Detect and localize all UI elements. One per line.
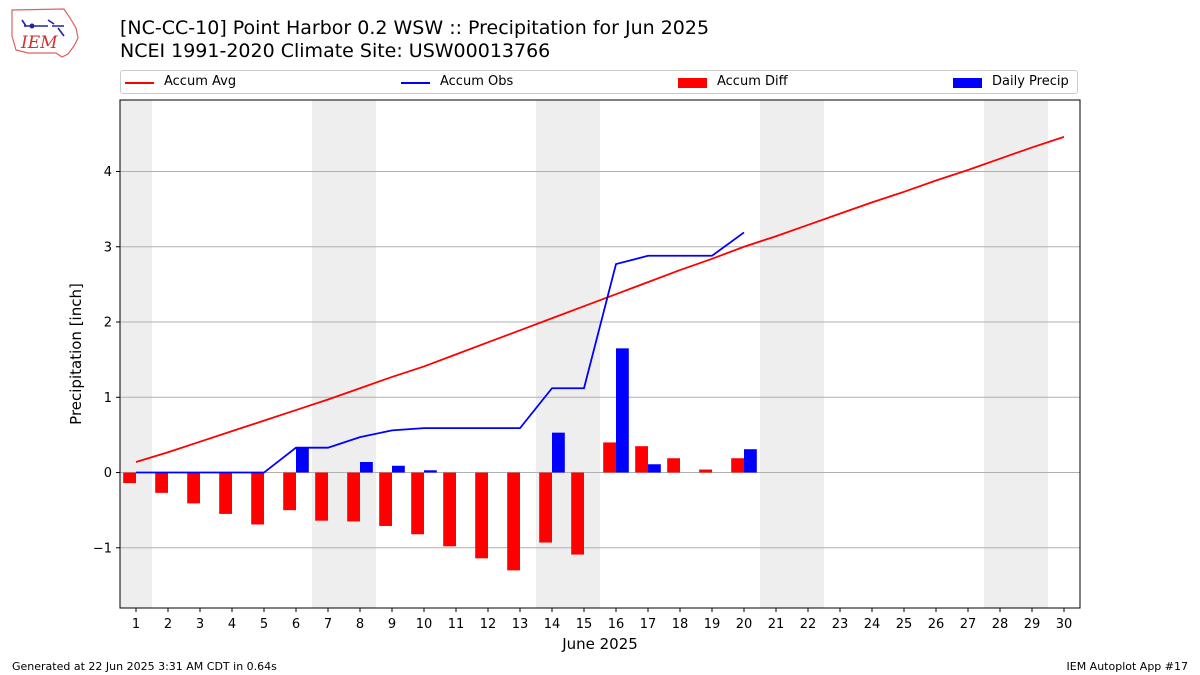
x-tick-label: 30	[1056, 617, 1073, 632]
x-tick-label: 22	[800, 617, 817, 632]
weekend-shade	[312, 100, 344, 608]
x-tick-label: 12	[480, 617, 497, 632]
daily-precip-bar	[616, 348, 629, 473]
logo-text: IEM	[20, 33, 58, 53]
chart-legend: Accum Avg Accum Obs Accum Diff Daily Pre…	[120, 70, 1078, 94]
plot-frame	[119, 99, 1081, 609]
accum-diff-bar	[219, 472, 232, 514]
y-tick-label: −1	[93, 541, 112, 556]
accum-diff-bar	[155, 472, 168, 493]
accum-diff-bar	[443, 472, 456, 547]
accum-diff-bar	[571, 472, 584, 555]
daily-precip-bar	[552, 432, 565, 473]
app-note: IEM Autoplot App #17	[1066, 660, 1189, 673]
accum-avg-line	[135, 136, 1065, 463]
x-tick-label: 14	[544, 617, 561, 632]
x-tick-label: 11	[448, 617, 465, 632]
x-tick-label: 2	[164, 617, 172, 632]
x-tick-label: 18	[672, 617, 689, 632]
x-tick-label: 15	[576, 617, 593, 632]
accum-diff-bar	[507, 472, 520, 571]
chart-title: [NC-CC-10] Point Harbor 0.2 WSW :: Preci…	[120, 17, 710, 39]
accum-diff-bar	[635, 446, 648, 473]
daily-precip-bar	[744, 449, 757, 473]
accum-diff-bar	[475, 472, 488, 559]
y-tick-label: 0	[104, 466, 112, 481]
daily-precip-bar	[392, 465, 405, 473]
x-tick-label: 8	[356, 617, 364, 632]
accum-diff-bar	[283, 472, 296, 511]
y-tick-label: 2	[104, 316, 112, 331]
daily-precip-bar	[296, 447, 309, 473]
x-tick-label: 21	[768, 617, 785, 632]
accum-diff-bar	[731, 458, 744, 473]
x-tick-label: 20	[736, 617, 753, 632]
daily-precip-bar	[360, 461, 373, 473]
x-tick-label: 13	[512, 617, 529, 632]
x-tick-label: 23	[832, 617, 849, 632]
accum-diff-bar	[667, 458, 680, 473]
x-tick-label: 10	[416, 617, 433, 632]
daily-precip-bar	[648, 464, 661, 473]
y-tick-label: 1	[104, 391, 112, 406]
x-tick-label: 6	[292, 617, 300, 632]
x-tick-label: 3	[196, 617, 204, 632]
x-tick-label: 19	[704, 617, 721, 632]
iem-logo: IEM	[11, 8, 79, 58]
legend-swatch-accum-diff	[678, 78, 707, 88]
weekend-shade	[792, 100, 824, 608]
legend-label-accum-obs: Accum Obs	[440, 74, 514, 89]
x-tick-label: 26	[928, 617, 945, 632]
weekend-shade	[1016, 100, 1048, 608]
legend-label-accum-diff: Accum Diff	[717, 74, 788, 89]
weekend-shade	[984, 100, 1016, 608]
accum-diff-bar	[379, 472, 392, 526]
x-tick-label: 7	[324, 617, 332, 632]
daily-precip-bar	[424, 470, 437, 473]
x-axis-label: June 2025	[561, 635, 638, 653]
x-tick-label: 29	[1024, 617, 1041, 632]
x-tick-label: 25	[896, 617, 913, 632]
x-tick-label: 9	[388, 617, 396, 632]
x-tick-label: 17	[640, 617, 657, 632]
x-tick-label: 28	[992, 617, 1009, 632]
x-tick-label: 1	[132, 617, 140, 632]
accum-diff-bar	[187, 472, 200, 504]
y-tick-label: 3	[104, 240, 112, 255]
legend-swatch-accum-obs	[401, 82, 430, 84]
accum-diff-bar	[539, 472, 552, 543]
x-tick-label: 24	[864, 617, 881, 632]
accum-diff-bar	[699, 469, 712, 473]
legend-swatch-accum-avg	[125, 82, 154, 84]
accum-diff-bar	[123, 472, 136, 484]
x-tick-label: 16	[608, 617, 625, 632]
accum-diff-bar	[315, 472, 328, 521]
legend-label-daily-precip: Daily Precip	[992, 74, 1069, 89]
legend-label-accum-avg: Accum Avg	[164, 74, 237, 89]
generated-note: Generated at 22 Jun 2025 3:31 AM CDT in …	[12, 660, 277, 673]
chart-subtitle: NCEI 1991-2020 Climate Site: USW00013766	[120, 40, 551, 62]
y-tick-label: 4	[104, 165, 112, 180]
x-tick-label: 5	[260, 617, 268, 632]
weekend-shade	[120, 100, 152, 608]
accum-diff-bar	[347, 472, 360, 522]
x-tick-label: 4	[228, 617, 236, 632]
y-axis-label: Precipitation [inch]	[67, 283, 85, 425]
x-tick-label: 27	[960, 617, 977, 632]
accum-diff-bar	[603, 442, 616, 473]
accum-diff-bar	[251, 472, 264, 525]
weekend-shade	[760, 100, 792, 608]
accum-diff-bar	[411, 472, 424, 535]
legend-swatch-daily-precip	[953, 78, 982, 88]
accum-obs-line	[136, 231, 745, 474]
weekend-shade	[344, 100, 376, 608]
